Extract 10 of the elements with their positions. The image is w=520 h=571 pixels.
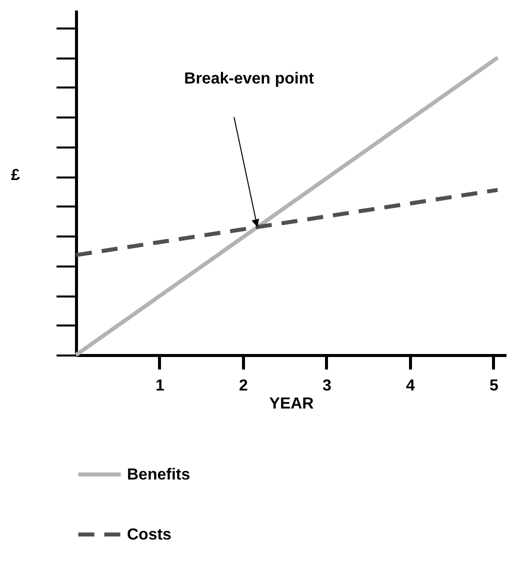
legend-label: Benefits — [127, 466, 190, 484]
x-tick-label: 1 — [156, 378, 165, 394]
x-tick-label: 4 — [406, 378, 416, 394]
x-tick-label: 2 — [239, 378, 248, 394]
legend-label: Costs — [127, 526, 172, 544]
x-axis-title: YEAR — [269, 396, 314, 412]
x-tick-label: 5 — [490, 378, 499, 394]
x-tick-label: 3 — [322, 378, 332, 394]
y-axis-title: £ — [11, 167, 20, 184]
annotation: Break-even point — [184, 70, 315, 88]
